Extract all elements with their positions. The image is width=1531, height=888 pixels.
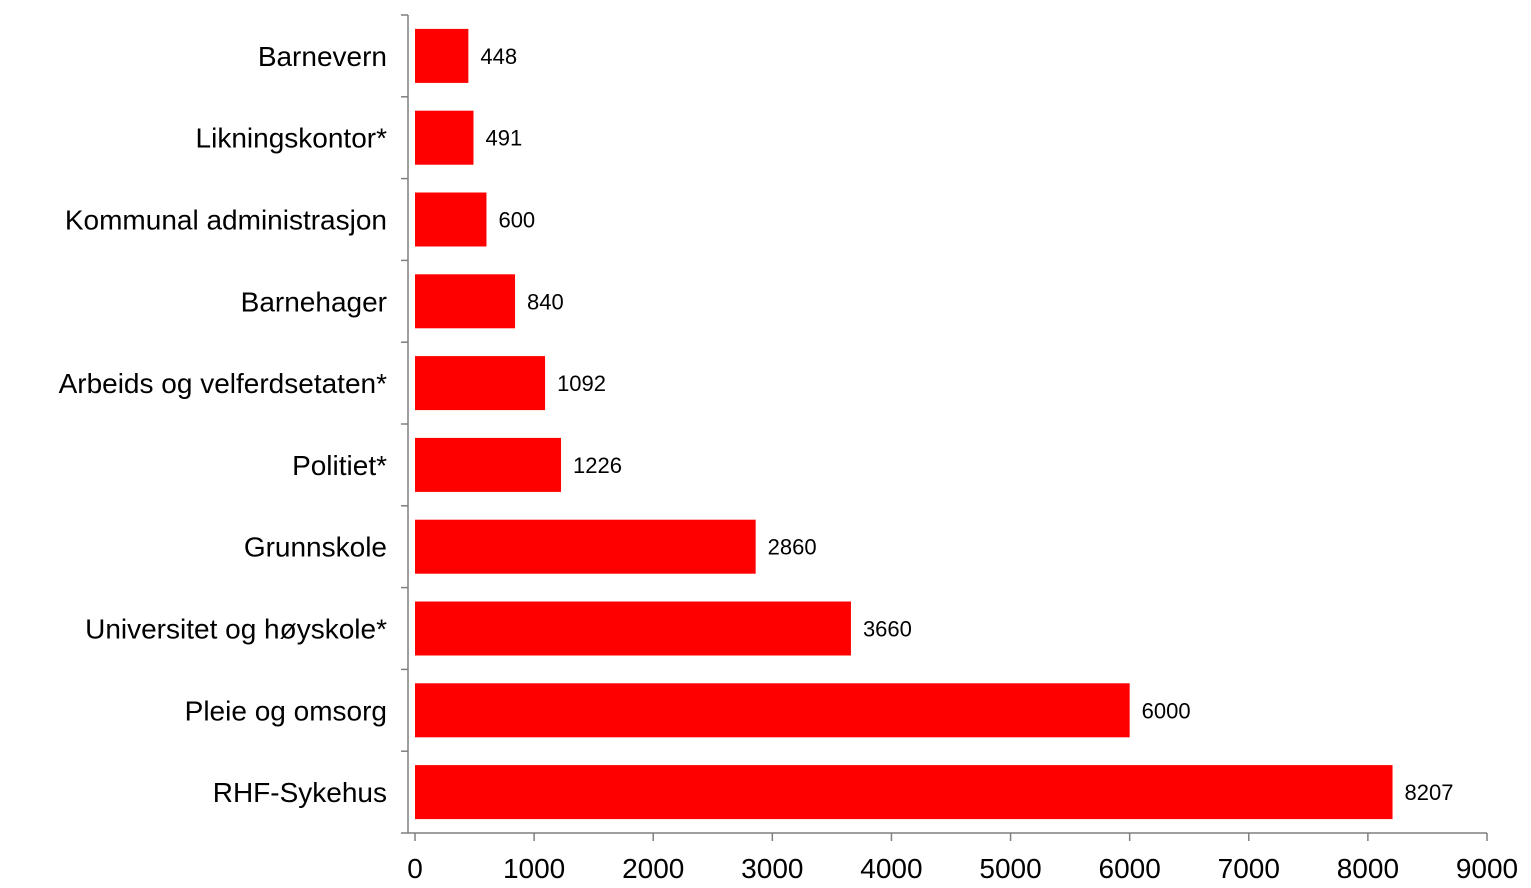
data-label: 2860	[768, 535, 817, 560]
data-label: 6000	[1142, 698, 1191, 723]
x-tick-label: 2000	[622, 853, 684, 884]
category-label: Grunnskole	[244, 532, 387, 563]
bar	[415, 437, 562, 492]
category-label: Kommunal administrasjon	[65, 205, 387, 236]
bar	[415, 683, 1130, 738]
category-labels-group: Barnevern Likningskontor* Kommunal adminis…	[59, 41, 388, 808]
data-label: 600	[498, 208, 535, 233]
data-label: 3660	[863, 617, 912, 642]
x-tick-label: 3000	[741, 853, 803, 884]
data-label: 448	[480, 44, 517, 69]
x-tick-label: 0	[407, 853, 423, 884]
axes-group	[401, 14, 1487, 834]
x-ticks-group: 0 1000 2000 3000 4000 5000 6000 7000 8000 9000	[407, 833, 1518, 884]
x-tick-label: 4000	[860, 853, 922, 884]
category-label: Likningskontor*	[196, 123, 388, 154]
bar	[415, 601, 851, 656]
bar	[415, 519, 756, 574]
bar	[415, 765, 1393, 820]
category-label: RHF-Sykehus	[213, 777, 387, 808]
x-tick-label: 9000	[1456, 853, 1518, 884]
bars-group	[415, 28, 1393, 820]
category-label: Barnehager	[241, 286, 387, 317]
data-label: 491	[485, 126, 522, 151]
bar	[415, 28, 469, 83]
bar	[415, 356, 546, 411]
x-tick-label: 7000	[1218, 853, 1280, 884]
bar	[415, 274, 516, 329]
category-label: Pleie og omsorg	[185, 695, 387, 726]
data-label: 840	[527, 289, 564, 314]
x-tick-label: 1000	[503, 853, 565, 884]
data-labels-group: 448 491 600 840 1092 1226 2860 3660 6000 8207	[480, 44, 1453, 805]
bar	[415, 192, 487, 247]
category-label: Universitet og høyskole*	[85, 614, 387, 645]
x-tick-label: 6000	[1099, 853, 1161, 884]
data-label: 1092	[557, 371, 606, 396]
data-label: 8207	[1405, 780, 1454, 805]
x-tick-label: 8000	[1337, 853, 1399, 884]
data-label: 1226	[573, 453, 622, 478]
bar	[415, 110, 474, 165]
category-label: Politiet*	[292, 450, 387, 481]
category-label: Barnevern	[258, 41, 387, 72]
category-label: Arbeids og velferdsetaten*	[59, 368, 388, 399]
x-tick-label: 5000	[979, 853, 1041, 884]
